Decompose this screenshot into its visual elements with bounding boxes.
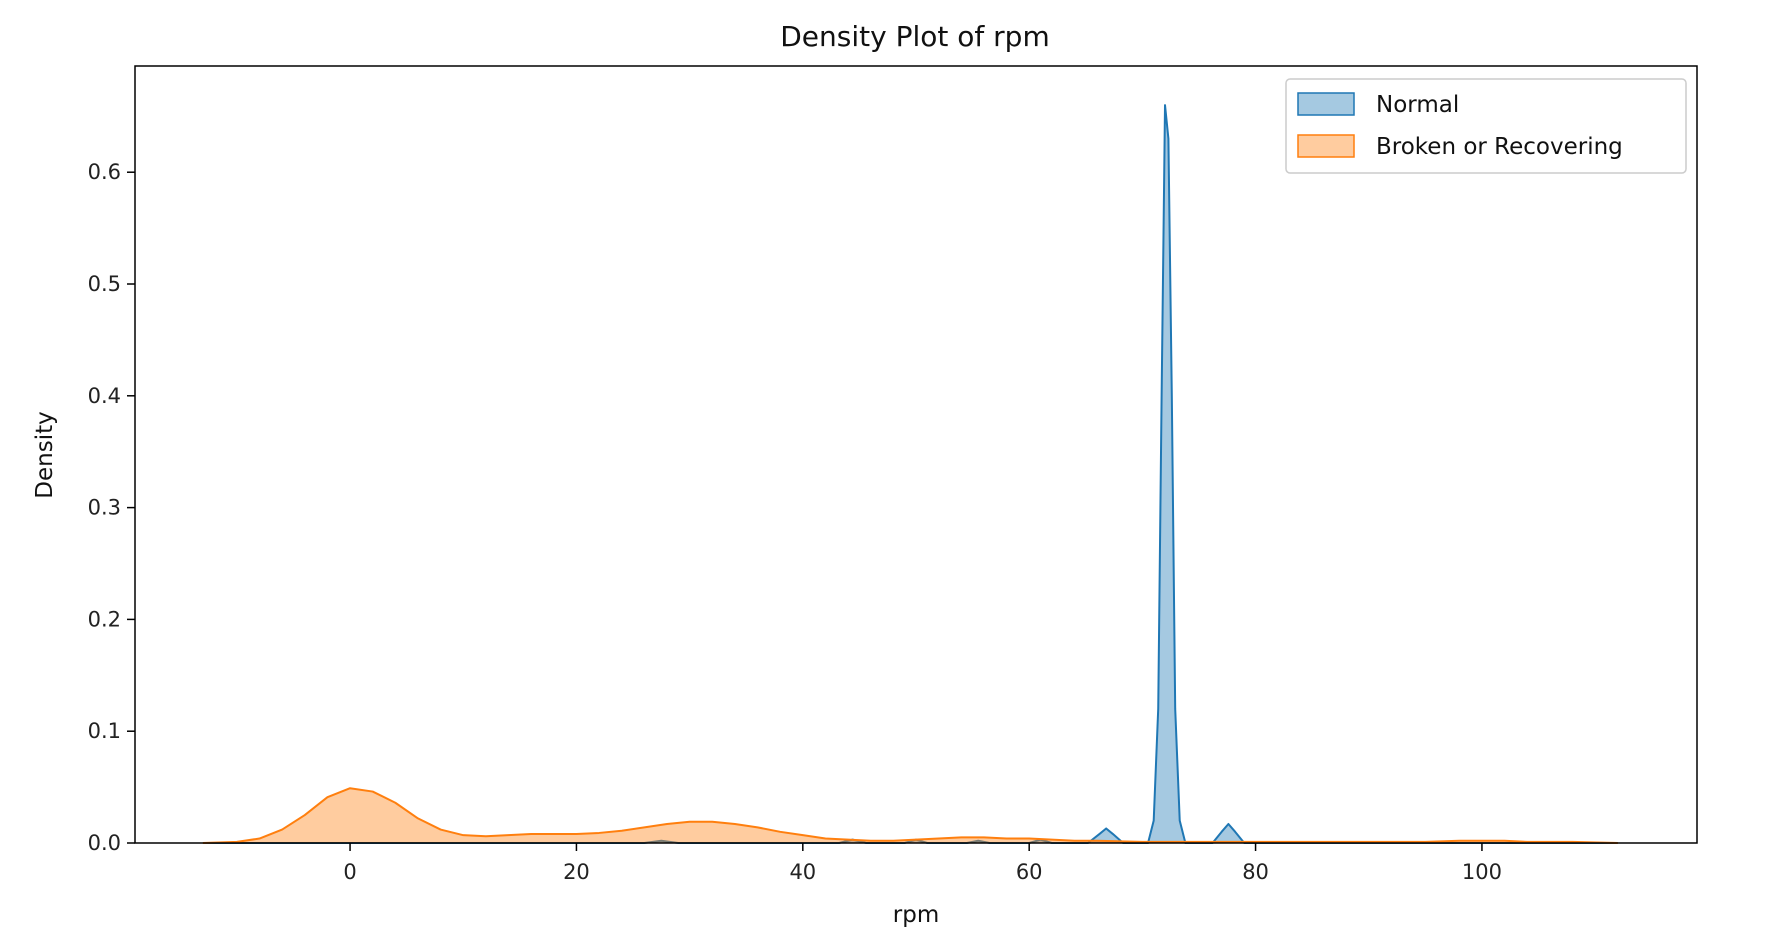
legend-label: Broken or Recovering	[1376, 134, 1623, 160]
plot-frame	[134, 65, 1698, 844]
x-axis: 0 20 40 60 80 100	[343, 843, 1502, 884]
legend: Normal Broken or Recovering	[1285, 78, 1687, 174]
legend-swatch	[1297, 92, 1355, 116]
x-tick-label: 60	[1016, 860, 1043, 884]
x-tick-label: 40	[789, 860, 816, 884]
y-tick-label: 0.5	[88, 272, 121, 296]
chart-title: Density Plot of rpm	[780, 20, 1049, 53]
legend-swatch	[1297, 134, 1355, 158]
y-tick-label: 0.4	[88, 384, 121, 408]
y-axis: 0.0 0.1 0.2 0.3 0.4 0.5 0.6	[88, 160, 135, 855]
series-1-line	[202, 787, 1618, 844]
legend-box	[1285, 78, 1687, 174]
x-tick-label: 0	[343, 860, 356, 884]
y-tick-label: 0.0	[88, 831, 121, 855]
y-tick-label: 0.6	[88, 160, 121, 184]
y-tick-label: 0.3	[88, 496, 121, 520]
x-axis-label: rpm	[893, 902, 939, 928]
series-1-area	[202, 788, 1618, 843]
x-tick-label: 100	[1462, 860, 1502, 884]
y-tick-label: 0.1	[88, 719, 121, 743]
legend-label: Normal	[1376, 92, 1459, 118]
y-tick-label: 0.2	[88, 607, 121, 631]
y-axis-label: Density	[32, 411, 58, 498]
x-tick-label: 20	[563, 860, 590, 884]
x-tick-label: 80	[1242, 860, 1269, 884]
